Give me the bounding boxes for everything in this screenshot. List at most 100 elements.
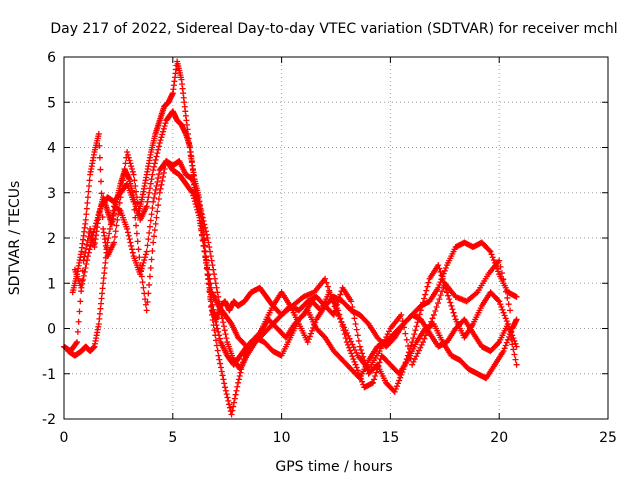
- data-point: [89, 232, 96, 239]
- data-point: [151, 233, 158, 240]
- data-point: [146, 185, 153, 192]
- data-point: [503, 288, 509, 295]
- data-point: [223, 391, 230, 398]
- data-point: [75, 318, 82, 325]
- data-point: [113, 222, 120, 229]
- data-point: [200, 242, 207, 249]
- data-point: [511, 337, 518, 344]
- data-point: [447, 299, 454, 306]
- data-point: [437, 292, 444, 299]
- data-point: [159, 177, 166, 184]
- data-point: [402, 330, 409, 337]
- data-point: [488, 251, 495, 258]
- x-tick-label: 15: [381, 430, 399, 446]
- data-point: [441, 267, 448, 274]
- series-track-4: [71, 158, 514, 373]
- data-point: [96, 142, 103, 149]
- data-point: [151, 190, 158, 197]
- data-point: [235, 376, 242, 383]
- data-point: [157, 137, 164, 144]
- data-point: [151, 227, 158, 234]
- data-point: [116, 199, 123, 206]
- data-point: [85, 249, 92, 256]
- data-point: [87, 242, 94, 249]
- data-point: [203, 257, 210, 264]
- data-point: [215, 293, 222, 300]
- data-point: [96, 315, 103, 322]
- data-point: [88, 239, 95, 246]
- data-point: [161, 123, 168, 130]
- data-point: [219, 315, 226, 322]
- data-point: [441, 282, 448, 289]
- data-point: [435, 300, 441, 307]
- data-point: [323, 279, 330, 286]
- data-point: [395, 380, 402, 387]
- data-point: [335, 298, 342, 305]
- data-point: [98, 295, 105, 302]
- data-point: [125, 232, 132, 239]
- data-point: [371, 376, 378, 383]
- x-tick-label: 5: [168, 430, 177, 446]
- data-point: [226, 401, 233, 408]
- data-point: [140, 259, 147, 266]
- data-point: [145, 194, 152, 201]
- data-point: [128, 242, 135, 249]
- data-point: [501, 345, 508, 352]
- data-point: [505, 301, 512, 308]
- data-point: [221, 380, 228, 387]
- data-point: [330, 311, 337, 318]
- data-point: [349, 341, 356, 348]
- data-point: [135, 205, 142, 212]
- data-point: [146, 273, 153, 280]
- data-point: [349, 304, 356, 311]
- data-point: [501, 312, 508, 319]
- data-point: [501, 282, 508, 289]
- data-point: [142, 254, 149, 261]
- data-point: [153, 182, 160, 189]
- data-point: [95, 320, 102, 327]
- data-point: [136, 254, 143, 261]
- data-point: [220, 376, 227, 383]
- data-point: [363, 363, 370, 370]
- data-point: [202, 224, 209, 231]
- data-point: [134, 199, 141, 206]
- data-point: [197, 222, 204, 229]
- data-point: [495, 268, 502, 275]
- data-point: [74, 328, 81, 335]
- grid-lines: [64, 57, 608, 419]
- data-point: [433, 304, 440, 311]
- data-point: [411, 331, 418, 338]
- data-point: [129, 246, 135, 253]
- data-point: [451, 313, 458, 320]
- data-point: [97, 206, 104, 213]
- data-markers: [61, 58, 520, 418]
- data-point: [513, 361, 520, 368]
- data-point: [414, 319, 421, 326]
- data-point: [155, 146, 162, 153]
- data-point: [108, 216, 115, 223]
- data-point: [153, 153, 160, 160]
- data-point: [426, 322, 433, 329]
- data-point: [124, 225, 131, 232]
- data-point: [409, 361, 416, 368]
- data-point: [392, 386, 399, 393]
- data-point: [199, 214, 206, 221]
- data-point: [214, 325, 221, 332]
- data-point: [415, 347, 422, 354]
- data-point: [155, 143, 162, 150]
- data-point: [124, 149, 131, 156]
- data-point: [403, 336, 410, 343]
- data-point: [505, 323, 512, 330]
- y-tick-label: 5: [47, 95, 56, 111]
- data-point: [188, 188, 195, 195]
- data-point: [400, 366, 407, 373]
- data-point: [413, 353, 420, 360]
- data-point: [216, 332, 223, 339]
- data-point: [206, 281, 213, 288]
- data-point: [210, 266, 217, 273]
- data-point: [205, 271, 212, 278]
- data-point: [130, 198, 137, 205]
- data-point: [99, 290, 106, 297]
- data-point: [115, 205, 122, 212]
- data-point: [81, 268, 88, 275]
